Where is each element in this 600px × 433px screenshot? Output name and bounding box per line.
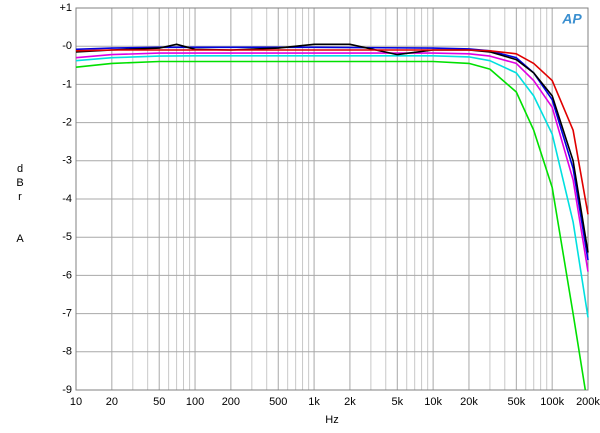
logo: AP	[561, 11, 582, 27]
y-tick-label: -1	[62, 78, 72, 90]
x-tick-label: 100	[186, 396, 204, 408]
x-tick-label: 2k	[344, 396, 356, 408]
series-line	[75, 52, 589, 272]
y-tick-label: -3	[62, 155, 72, 167]
x-tick-label: 500	[269, 396, 287, 408]
x-tick-label: 1k	[308, 396, 320, 408]
y-axis-label: dBr A	[14, 163, 26, 247]
y-tick-label: -7	[62, 308, 72, 320]
y-tick-label: -8	[62, 346, 72, 358]
y-tick-label: +1	[59, 2, 72, 14]
x-tick-label: 10k	[424, 396, 442, 408]
y-tick-label: -2	[62, 117, 72, 129]
plot-frame	[75, 7, 589, 391]
x-axis-label: Hz	[325, 414, 338, 426]
y-tick-label: -6	[62, 269, 72, 281]
x-tick-label: 20k	[460, 396, 478, 408]
series-line	[75, 49, 589, 215]
series-line	[75, 60, 587, 391]
x-tick-label: 100k	[540, 396, 564, 408]
x-tick-label: 200k	[576, 396, 600, 408]
x-tick-label: 50	[153, 396, 165, 408]
y-tick-label: -0	[62, 40, 72, 52]
series-line	[75, 54, 589, 318]
y-tick-label: -5	[62, 231, 72, 243]
x-tick-label: 20	[106, 396, 118, 408]
y-tick-label: -9	[62, 384, 72, 396]
y-tick-label: -4	[62, 193, 72, 205]
series-line	[75, 43, 589, 253]
x-tick-label: 50k	[507, 396, 525, 408]
x-tick-label: 5k	[391, 396, 403, 408]
x-tick-label: 200	[222, 396, 240, 408]
x-tick-label: 10	[70, 396, 82, 408]
series-line	[75, 46, 589, 261]
